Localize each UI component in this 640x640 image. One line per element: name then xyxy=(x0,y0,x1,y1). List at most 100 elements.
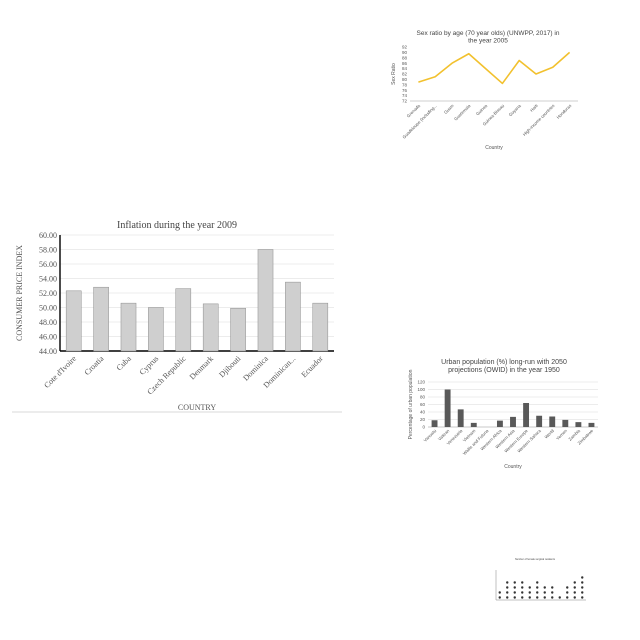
x-axis-title: COUNTRY xyxy=(178,403,216,412)
data-point xyxy=(506,596,509,599)
x-tick-label: Guadeloupe (including... xyxy=(401,103,437,139)
data-point xyxy=(506,586,509,589)
y-tick-label: 20 xyxy=(420,417,426,422)
sex-ratio-chart-svg: Sex ratio by age (70 year olds) (UNWPP, … xyxy=(391,30,578,151)
data-point xyxy=(521,596,524,599)
x-tick-label: Cote d'Ivoire xyxy=(42,354,78,390)
bar xyxy=(175,288,192,352)
data-point xyxy=(543,586,546,589)
data-point xyxy=(581,596,584,599)
bar xyxy=(549,416,556,427)
bar xyxy=(148,307,164,352)
data-point xyxy=(573,586,576,589)
y-tick-label: 50.00 xyxy=(39,303,57,312)
data-point xyxy=(521,581,524,584)
data-point xyxy=(521,591,524,594)
x-tick-label: Haiti xyxy=(529,103,539,113)
bar xyxy=(536,415,543,427)
x-tick-label: Honduras xyxy=(556,103,573,120)
y-tick-label: 48.00 xyxy=(39,318,57,327)
bar xyxy=(257,249,274,352)
chart-title: Number of female surgical residents xyxy=(515,558,556,561)
data-point xyxy=(513,586,516,589)
x-tick-label: Ecuador xyxy=(300,354,325,379)
chart-title: Sex ratio by age (70 year olds) (UNWPP, … xyxy=(417,30,560,45)
y-tick-label: 76 xyxy=(402,88,408,93)
x-tick-label: Denmark xyxy=(188,354,215,381)
data-point xyxy=(498,591,501,594)
y-axis-title: CONSUMER PRICE INDEX xyxy=(15,245,24,341)
data-point xyxy=(543,591,546,594)
data-point xyxy=(573,596,576,599)
bar xyxy=(444,389,451,427)
data-point xyxy=(528,596,531,599)
sex-ratio-line-chart: Sex ratio by age (70 year olds) (UNWPP, … xyxy=(388,26,588,154)
data-point xyxy=(506,591,509,594)
y-tick-label: 40 xyxy=(420,410,426,415)
y-tick-label: 44.00 xyxy=(39,347,57,356)
bar xyxy=(457,409,464,427)
y-tick-label: 84 xyxy=(402,66,408,71)
data-point xyxy=(566,596,569,599)
x-axis-title: Country xyxy=(504,464,522,470)
data-point xyxy=(528,591,531,594)
data-point xyxy=(566,591,569,594)
x-tick-label: Guyana xyxy=(508,103,523,118)
data-point xyxy=(581,586,584,589)
x-tick-label: Guatemala xyxy=(453,103,472,122)
data-point xyxy=(536,581,539,584)
data-point xyxy=(528,586,531,589)
y-tick-label: 74 xyxy=(402,93,408,98)
x-tick-label: Djibouti xyxy=(217,354,243,380)
chart-title: Urban population (%) long-run with 2050 p… xyxy=(441,359,567,374)
y-tick-label: 120 xyxy=(417,380,425,385)
y-axis-title: Sex Ratio xyxy=(391,63,397,85)
data-point xyxy=(551,586,554,589)
data-point xyxy=(558,596,561,599)
data-point xyxy=(581,581,584,584)
x-tick-label: Guinea xyxy=(475,103,489,117)
inflation-chart-svg: Inflation during the year 2009 44.00 46.00… xyxy=(12,220,342,413)
data-point xyxy=(536,596,539,599)
x-tick-label: Yemen xyxy=(555,428,568,441)
y-tick-label: 100 xyxy=(417,387,425,392)
data-point xyxy=(513,581,516,584)
y-tick-label: 46.00 xyxy=(39,332,57,341)
bar xyxy=(65,290,82,352)
bar xyxy=(93,286,109,352)
bar xyxy=(575,422,582,427)
data-point xyxy=(536,591,539,594)
y-axis-title: Percentage of urban population xyxy=(408,369,414,439)
y-tick-label: 58.00 xyxy=(39,245,57,254)
data-point xyxy=(543,596,546,599)
y-tick-label: 60 xyxy=(420,402,426,407)
bar xyxy=(588,422,595,427)
bar xyxy=(230,307,246,352)
y-tick-label: 80 xyxy=(402,77,408,82)
bar xyxy=(285,281,301,352)
y-tick-label: 90 xyxy=(402,50,408,55)
x-tick-label: Cyprus xyxy=(138,354,161,377)
data-point xyxy=(536,586,539,589)
data-point xyxy=(498,596,501,599)
data-point xyxy=(513,596,516,599)
y-tick-label: 60.00 xyxy=(39,231,57,240)
bar xyxy=(202,303,219,352)
data-point xyxy=(521,586,524,589)
x-tick-label: World xyxy=(544,428,556,440)
y-tick-label: 56.00 xyxy=(39,260,57,269)
y-tick-label: 86 xyxy=(402,61,408,66)
urban-population-chart-svg: Urban population (%) long-run with 2050 p… xyxy=(408,359,598,470)
x-tick-label: Grenada xyxy=(406,103,422,119)
bar xyxy=(523,403,530,427)
chart-title: Inflation during the year 2009 xyxy=(117,220,237,231)
y-tick-label: 72 xyxy=(402,99,408,104)
x-axis-title: Country xyxy=(485,145,503,151)
y-tick-label: 54.00 xyxy=(39,274,57,283)
data-point xyxy=(551,591,554,594)
series-line xyxy=(418,51,571,85)
data-point xyxy=(573,581,576,584)
x-tick-label: Western Sahara xyxy=(516,428,542,454)
bar xyxy=(496,420,503,427)
x-tick-label: Cuba xyxy=(115,354,134,373)
